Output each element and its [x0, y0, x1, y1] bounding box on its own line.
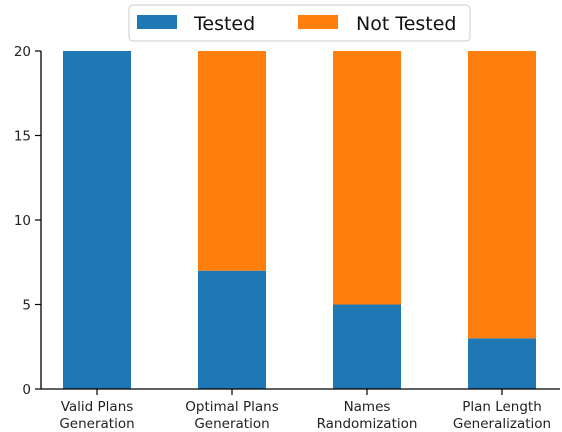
bar-tested-1: [63, 51, 131, 389]
x-ticks-group: Valid Plans Generation Optimal Plans Genera…: [59, 389, 551, 432]
bar-tested-2: [198, 270, 266, 389]
y-tick-label-20: 20: [14, 44, 31, 60]
bars-group: [63, 51, 536, 389]
legend-swatch-not-tested: [298, 15, 338, 29]
x-tick-label-1: Valid Plans Generation: [59, 399, 134, 432]
bar-tested-3: [333, 304, 401, 389]
bar-not-tested-3: [333, 51, 401, 305]
legend: Tested Not Tested: [128, 4, 471, 42]
y-tick-label-15: 15: [14, 129, 31, 145]
bar-not-tested-4: [468, 51, 536, 339]
legend-label-tested: Tested: [193, 13, 255, 35]
bar-not-tested-2: [198, 51, 266, 271]
x-tick-label-2: Optimal Plans Generation: [185, 399, 278, 432]
x-tick-label-4: Plan Length Generalization: [453, 399, 551, 432]
x-tick-label-3: Names Randomization: [317, 399, 418, 432]
y-tick-label-0: 0: [22, 382, 31, 398]
bar-tested-4: [468, 338, 536, 389]
y-ticks-group: 0 5 10 15 20: [14, 44, 41, 398]
legend-swatch-tested: [137, 15, 177, 29]
legend-label-not-tested: Not Tested: [356, 13, 457, 35]
y-tick-label-5: 5: [22, 298, 31, 314]
y-tick-label-10: 10: [14, 213, 31, 229]
